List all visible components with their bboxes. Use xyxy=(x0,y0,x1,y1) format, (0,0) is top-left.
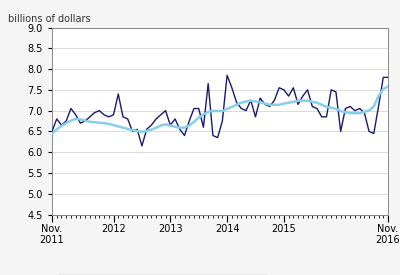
Text: billions of dollars: billions of dollars xyxy=(8,14,91,24)
